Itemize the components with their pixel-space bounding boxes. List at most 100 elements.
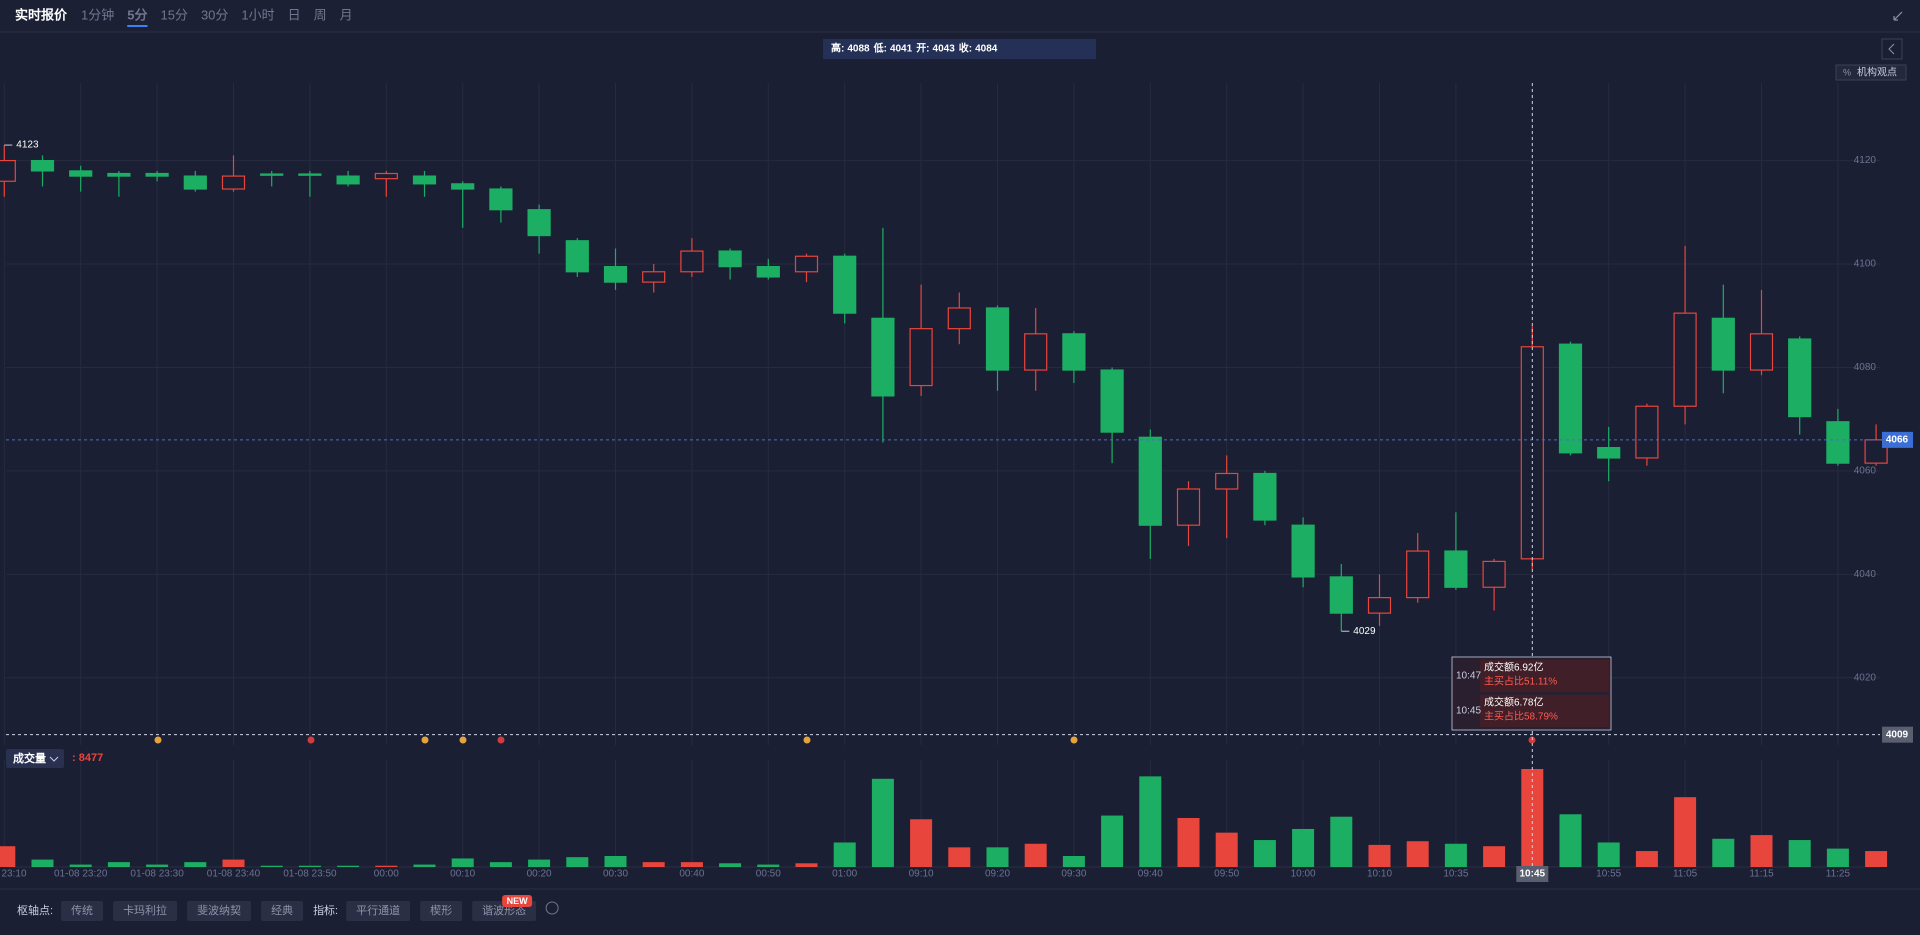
- volume-bar: [1330, 816, 1353, 867]
- x-tick-label: 00:00: [374, 869, 399, 880]
- candle-body: [145, 172, 169, 177]
- x-tick-label: 10:35: [1443, 869, 1468, 880]
- volume-bar: [833, 842, 856, 867]
- help-icon[interactable]: [545, 901, 559, 915]
- volume-bar: [1674, 797, 1697, 867]
- volume-bar: [1559, 814, 1582, 867]
- volume-bar: [1101, 815, 1124, 867]
- volume-bar: [489, 862, 512, 867]
- pivot-button[interactable]: [261, 901, 304, 921]
- candle-body: [1597, 447, 1621, 459]
- side-panel-toggle[interactable]: [1881, 38, 1903, 60]
- new-badge: [502, 895, 533, 907]
- event-marker[interactable]: [459, 736, 467, 744]
- candle-body: [0, 159, 16, 182]
- timeframe-tab[interactable]: 5分: [127, 7, 147, 22]
- candle-body: [1291, 524, 1315, 578]
- timeframe-tab[interactable]: 日: [288, 7, 301, 22]
- x-tick-label: 00:20: [527, 869, 552, 880]
- volume-bar: [337, 865, 360, 867]
- volume-bar: [222, 859, 245, 867]
- pivot-label: 经典: [271, 903, 293, 917]
- volume-bar: [604, 856, 627, 867]
- volume-selector-label: 成交量: [13, 751, 46, 765]
- volume-bar: [107, 862, 130, 867]
- candle-body: [833, 255, 857, 314]
- app-title: 实时报价: [15, 7, 68, 22]
- volume-bar: [1406, 841, 1429, 867]
- candle-body: [260, 173, 284, 176]
- candle-body: [1635, 405, 1659, 459]
- candle-body: [1482, 560, 1506, 588]
- candle-body: [1100, 369, 1124, 433]
- event-marker[interactable]: [307, 736, 315, 744]
- y-tick-label: 4100: [1854, 259, 1877, 270]
- timeframe-tab[interactable]: 1分钟: [81, 7, 114, 22]
- candle-body: [374, 172, 398, 180]
- dropdown-icon: [49, 756, 59, 762]
- volume-selector[interactable]: [6, 749, 64, 768]
- timeframe-tab[interactable]: 月: [340, 7, 353, 22]
- collapse-icon: [1893, 11, 1903, 21]
- volume-bar: [1788, 840, 1811, 867]
- pivot-button[interactable]: [113, 901, 178, 921]
- event-marker[interactable]: [421, 736, 429, 744]
- opinion-button[interactable]: [1835, 64, 1907, 81]
- volume-bar: [1597, 842, 1620, 867]
- info-value: 4043: [933, 44, 956, 55]
- tooltip-ratio: 主买占比58.79%: [1484, 710, 1558, 723]
- candle-body: [1788, 338, 1812, 418]
- event-marker[interactable]: [154, 736, 162, 744]
- candle-body: [1444, 550, 1468, 588]
- timeframe-tab[interactable]: 1小时: [241, 7, 274, 22]
- volume-bar: [1292, 828, 1315, 867]
- event-marker[interactable]: [803, 736, 811, 744]
- event-marker[interactable]: [497, 736, 505, 744]
- y-tick-label: 4060: [1854, 466, 1877, 477]
- volume-bar: [375, 865, 398, 867]
- candle-body: [1367, 597, 1392, 614]
- candle-body: [1673, 312, 1697, 407]
- info-label: 开:: [916, 43, 929, 55]
- percent-icon: %: [1843, 67, 1851, 77]
- indicator-button[interactable]: [346, 901, 411, 921]
- pivot-button[interactable]: [61, 901, 104, 921]
- pivot-label: 传统: [71, 904, 93, 917]
- timeframe-tab[interactable]: 30分: [201, 7, 228, 22]
- info-bar-values: 高: 4088 低: 4041 开: 4043 收: 4084: [831, 42, 998, 55]
- x-tick-label: 09:30: [1061, 869, 1086, 880]
- event-marker[interactable]: [1070, 736, 1078, 744]
- candle-body: [565, 240, 589, 273]
- candle-body: [947, 307, 971, 330]
- candle-body: [1062, 333, 1086, 371]
- pivot-button[interactable]: [187, 901, 252, 921]
- x-tick-label: 11:05: [1673, 869, 1698, 880]
- timeframe-tab[interactable]: 15分: [160, 7, 187, 22]
- candle-body: [985, 307, 1010, 371]
- x-tick-label: 09:20: [985, 869, 1010, 880]
- indicator-button[interactable]: [420, 901, 463, 921]
- candle-body: [1138, 436, 1162, 526]
- volume-bar: [528, 859, 551, 867]
- candle-body: [1024, 333, 1048, 371]
- x-tick-label: 01:00: [832, 869, 857, 880]
- volume-bar: [69, 864, 92, 867]
- pivot-label: 斐波纳契: [197, 903, 241, 917]
- x-tick-label: 23:10: [1, 869, 26, 880]
- x-tick-label: 01-08 23:30: [130, 869, 184, 880]
- volume-bar: [298, 865, 321, 867]
- indicator-label: 平行通道: [356, 903, 400, 917]
- candle-body: [1215, 472, 1239, 490]
- tooltip-amount: 成交额6.78亿: [1484, 696, 1543, 709]
- crosshair-time-box: [1516, 866, 1549, 882]
- x-tick-label: 10:10: [1367, 869, 1392, 880]
- info-value: 4041: [890, 44, 913, 55]
- tooltip-ratio: 主买占比51.11%: [1484, 675, 1557, 688]
- candle-body: [871, 317, 895, 397]
- candle-body: [909, 328, 933, 387]
- volume-bar: [795, 863, 818, 867]
- volume-bar: [948, 847, 971, 867]
- timeframe-tab[interactable]: 周: [314, 7, 327, 22]
- active-tab-underline: [127, 25, 148, 27]
